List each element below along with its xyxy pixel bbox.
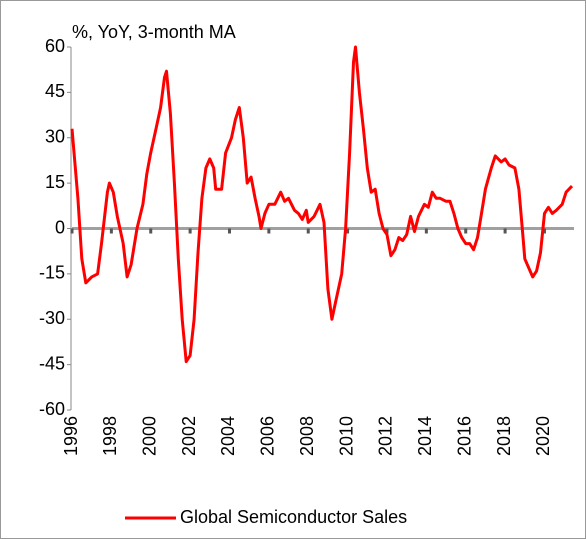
x-tick-label: 2006 bbox=[258, 416, 278, 456]
y-tick-label: 45 bbox=[45, 81, 65, 101]
x-tick-label: 2012 bbox=[376, 416, 396, 456]
x-tick-label: 2004 bbox=[218, 416, 238, 456]
x-tick-label: 2014 bbox=[415, 416, 435, 456]
x-tick-label: 1998 bbox=[100, 416, 120, 456]
x-tick-label: 2018 bbox=[494, 416, 514, 456]
legend-label: Global Semiconductor Sales bbox=[180, 507, 407, 527]
y-tick-label: 30 bbox=[45, 127, 65, 147]
x-tick-label: 2016 bbox=[454, 416, 474, 456]
x-tick-label: 2000 bbox=[139, 416, 159, 456]
y-tick-label: 0 bbox=[55, 217, 65, 237]
x-tick-label: 2002 bbox=[179, 416, 199, 456]
x-tick-label: 2010 bbox=[336, 416, 356, 456]
y-tick-label: 60 bbox=[45, 36, 65, 56]
y-tick-label: -15 bbox=[39, 263, 65, 283]
x-tick-label: 2008 bbox=[297, 416, 317, 456]
x-tick-label: 1996 bbox=[61, 416, 81, 456]
y-tick-label: -45 bbox=[39, 353, 65, 373]
series-line bbox=[70, 45, 574, 364]
y-axis-label: %, YoY, 3-month MA bbox=[72, 22, 236, 42]
y-tick-label: -30 bbox=[39, 308, 65, 328]
y-tick-label: -60 bbox=[39, 399, 65, 419]
y-tick-label: 15 bbox=[45, 172, 65, 192]
x-tick-label: 2020 bbox=[533, 416, 553, 456]
